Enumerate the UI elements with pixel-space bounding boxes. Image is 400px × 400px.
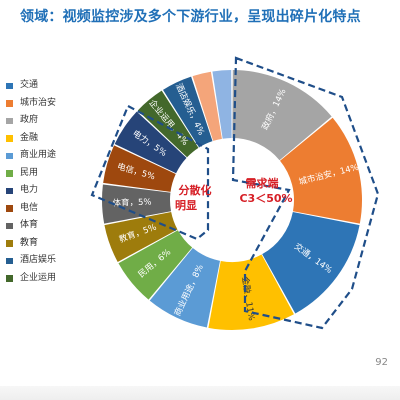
donut-slice [280,117,362,224]
legend-swatch [6,100,13,107]
legend-item: 商业用途 [6,150,82,162]
annotation-right-line2: C3＜50% [239,192,292,205]
legend-item: 金融 [6,133,82,145]
legend-item: 电力 [6,185,82,197]
legend-item: 教育 [6,238,82,250]
page-number: 92 [375,357,388,368]
legend-item: 酒店娱乐 [6,255,82,267]
legend-item: 民用 [6,168,82,180]
legend-swatch [6,222,13,229]
donut-slice [192,71,222,141]
slide-title: 领域：视频监控涉及多个下游行业，呈现出碎片化特点 [20,9,361,25]
legend-label: 民用 [20,167,39,178]
legend-swatch [6,135,13,142]
legend-label: 企业运用 [20,272,57,283]
legend-label: 商业用途 [20,150,57,160]
donut-slice [104,211,178,262]
legend-swatch [6,240,13,247]
footer-bar [0,386,400,400]
legend-label: 电信 [20,202,39,213]
annotation-right-line1: 需求端 [246,176,279,190]
legend-label: 电力 [20,185,39,195]
donut-slice [163,76,213,148]
legend-label: 交通 [20,80,39,90]
legend-swatch [6,257,13,264]
legend-item: 交通 [6,80,82,92]
slice-data-label: 体育，5% [112,197,151,209]
legend-swatch [6,187,13,194]
legend-item: 体育 [6,220,82,232]
legend-swatch [6,82,13,89]
donut-slice [118,230,193,300]
donut-slice [232,70,332,161]
legend-item: 电信 [6,203,82,215]
annotation-left-line2: 明显 [175,199,197,212]
donut-slice [149,248,221,328]
legend-label: 金融 [20,132,39,143]
legend-swatch [6,205,13,212]
left-dashed-outline [90,104,210,241]
legend-item: 政府 [6,115,82,127]
donut-slice [208,254,294,330]
donut-slice [103,145,176,192]
legend-swatch [6,170,13,177]
legend-swatch [6,152,13,159]
legend-label: 政府 [20,115,39,125]
legend-label: 城市治安 [20,97,57,108]
legend-item: 企业运用 [6,273,82,285]
annotation-left-line1: 分散化 [179,183,212,197]
legend-swatch [6,117,13,124]
legend-item: 城市治安 [6,98,82,110]
donut-slice [114,111,187,174]
donut-slice [262,211,360,314]
donut-slice [101,184,172,224]
legend-label: 酒店娱乐 [20,255,57,265]
chart-legend: 交通城市治安政府金融商业用途民用电力电信体育教育酒店娱乐企业运用 [6,80,82,290]
donut-slice [137,90,199,158]
legend-label: 教育 [20,237,39,248]
legend-swatch [6,275,13,282]
legend-label: 体育 [20,220,39,230]
donut-slice [212,70,232,139]
